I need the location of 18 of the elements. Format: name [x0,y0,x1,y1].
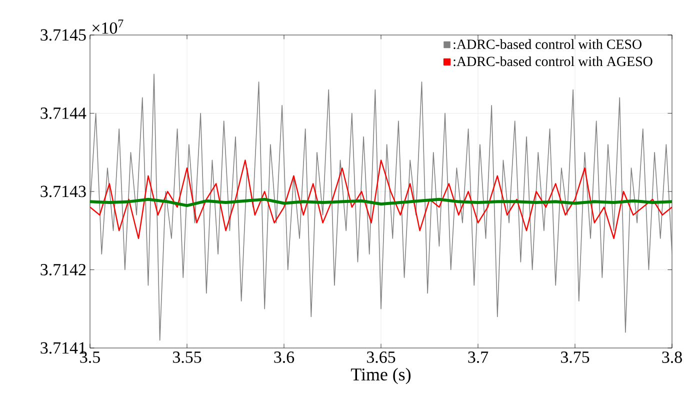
x-axis-title: Time (s) [351,368,411,384]
x-tick-label: 3.6 [274,352,294,363]
y-tick-label: 3.7143 [40,186,86,198]
x-tick-label: 3.75 [560,352,590,363]
y-tick-label: 3.7142 [40,264,86,276]
x-tick-label: 3.65 [366,352,396,363]
text: ×10$^{7}$ [92,20,124,34]
legend-label: :ADRC-based control with CESO [454,39,642,50]
line-series [90,198,672,208]
x-tick-label: 3.7 [468,352,488,363]
x-tick-label: 3.8 [662,352,682,364]
line-series [90,74,672,341]
y-tick-label: 3.7144 [40,108,86,119]
legend-label: :ADRC-based control with AGESO [454,56,652,66]
y-tick-label: 3.7141 [40,342,86,354]
y-tick-label: 3.7145 [40,29,86,41]
x-tick-label: 3.55 [172,352,202,363]
x-tick-label: 3.5 [80,352,100,363]
